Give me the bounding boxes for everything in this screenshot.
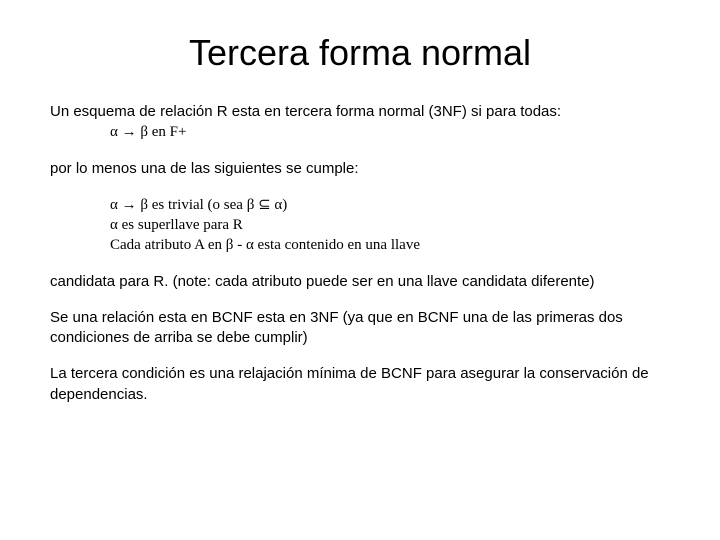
intro-formula: α → β en F+: [50, 122, 670, 142]
conditions-block: α → β es trivial (o sea β ⊆ α) α es supe…: [50, 195, 670, 256]
condition-1: α → β es trivial (o sea β ⊆ α): [110, 195, 670, 215]
condition-3: Cada atributo A en β - α esta contenido …: [110, 235, 670, 255]
third-paragraph: La tercera condición es una relajación m…: [50, 364, 670, 405]
note-paragraph: candidata para R. (note: cada atributo p…: [50, 272, 670, 292]
intro-paragraph: Un esquema de relación R esta en tercera…: [50, 102, 670, 143]
body-content: Un esquema de relación R esta en tercera…: [50, 102, 670, 405]
bcnf-paragraph: Se una relación esta en BCNF esta en 3NF…: [50, 308, 670, 349]
atleast-line: por lo menos una de las siguientes se cu…: [50, 159, 670, 179]
intro-text: Un esquema de relación R esta en tercera…: [50, 102, 670, 122]
page-title: Tercera forma normal: [50, 32, 670, 74]
condition-2: α es superllave para R: [110, 215, 670, 235]
